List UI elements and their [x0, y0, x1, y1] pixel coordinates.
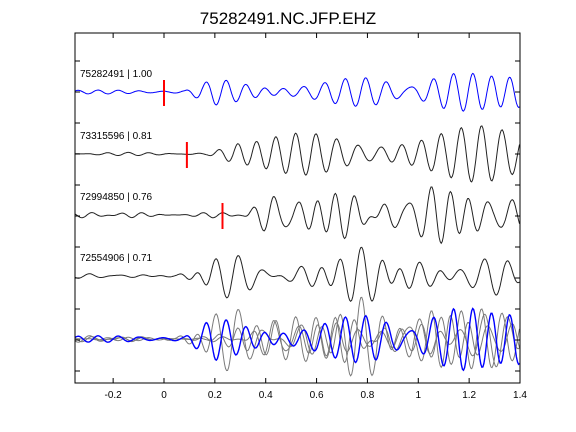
y-axis	[75, 60, 520, 372]
stack-trace	[75, 308, 520, 370]
plot-area: 75282491 | 1.00 73315596 | 0.81 72994850 |…	[74, 69, 520, 377]
plot-frame	[74, 32, 521, 384]
trace-label: 72994850 | 0.76	[80, 192, 153, 203]
stack-trace	[74, 296, 520, 377]
x-tick-label: 0.4	[259, 390, 273, 401]
x-tick-label: 0.6	[310, 390, 324, 401]
trace-label: 75282491 | 1.00	[80, 69, 153, 80]
x-tick-label: 0	[161, 390, 167, 401]
trace-label: 72554906 | 0.71	[80, 253, 153, 264]
x-tick-label: 1	[416, 390, 422, 401]
waveform-trace	[74, 186, 520, 245]
waveform-trace	[74, 72, 520, 112]
x-tick-label: 0.2	[208, 390, 222, 401]
stack-trace	[74, 307, 520, 372]
x-axis: -0.2 0 0.2 0.4 0.6 0.8 1 1.2 1.4	[105, 33, 527, 401]
trace-label: 73315596 | 0.81	[80, 131, 153, 142]
chart-title: 75282491.NC.JFP.EHZ	[200, 9, 376, 28]
x-tick-label: 1.2	[462, 390, 476, 401]
x-tick-label: -0.2	[105, 390, 123, 401]
x-tick-label: 1.4	[513, 390, 527, 401]
waveform-trace	[74, 246, 520, 303]
waveform-trace	[75, 125, 520, 183]
x-tick-label: 0.8	[360, 390, 374, 401]
